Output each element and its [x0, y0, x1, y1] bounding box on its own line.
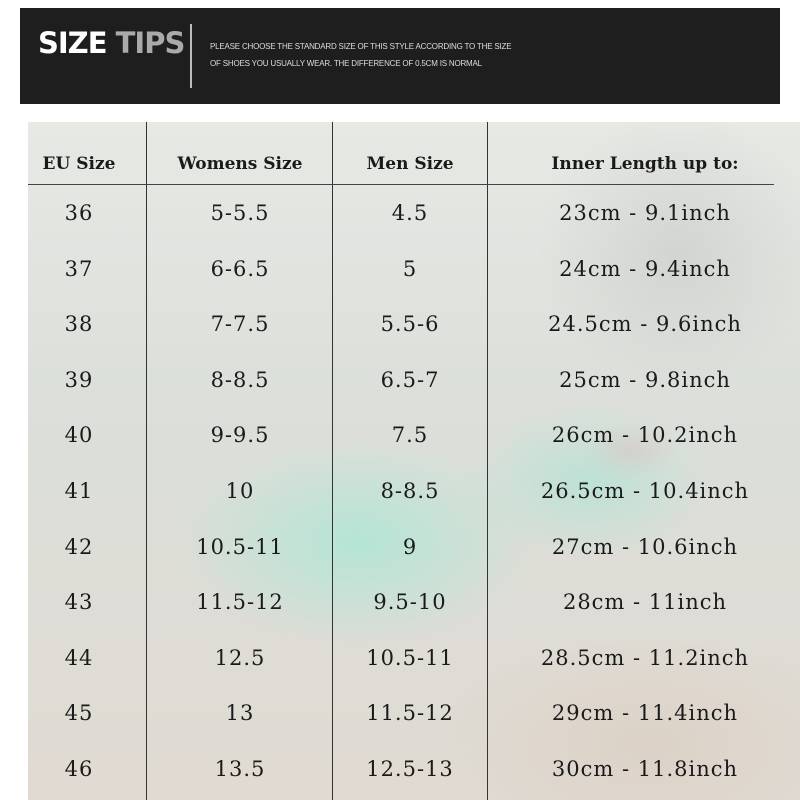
column-divider: [146, 122, 147, 800]
cell-men-size: 12.5-13: [366, 757, 454, 781]
cell-inner-length: 28.5cm - 11.2inch: [540, 645, 750, 670]
column-divider: [487, 122, 488, 800]
cell-inner-length: 24cm - 9.4inch: [559, 256, 731, 281]
header-divider: [28, 184, 774, 185]
cell-men-size: 11.5-12: [366, 701, 454, 726]
cell-eu-size: 40: [64, 423, 94, 448]
size-tips-text: PLEASE CHOOSE THE STANDARD SIZE OF THIS …: [210, 38, 512, 72]
column-divider: [332, 122, 333, 800]
cell-men-size: 9.5-10: [373, 590, 447, 615]
title-size: SIZE: [38, 26, 108, 60]
cell-womens-size: 11.5-12: [196, 590, 284, 615]
cell-womens-size: 12.5: [214, 645, 266, 670]
cell-womens-size: 9-9.5: [210, 423, 270, 448]
cell-men-size: 10.5-11: [366, 645, 454, 670]
cell-men-size: 7.5: [391, 423, 429, 448]
tips-line-2: OF SHOES YOU USUALLY WEAR. THE DIFFERENC…: [210, 59, 482, 68]
cell-eu-size: 39: [64, 367, 94, 392]
cell-men-size: 4.5: [391, 201, 429, 225]
cell-eu-size: 37: [64, 256, 94, 281]
header-womens-size: Womens Size: [177, 154, 303, 174]
cell-womens-size: 13: [225, 701, 255, 726]
header-eu-size: EU Size: [42, 154, 116, 174]
cell-inner-length: 27cm - 10.6inch: [551, 534, 739, 559]
cell-womens-size: 13.5: [214, 757, 266, 781]
cell-inner-length: 28cm - 11inch: [562, 590, 728, 615]
cell-men-size: 6.5-7: [380, 367, 440, 392]
header-inner-length: Inner Length up to:: [551, 154, 739, 174]
cell-inner-length: 30cm - 11.8inch: [551, 757, 739, 781]
cell-womens-size: 10: [225, 479, 255, 503]
cell-eu-size: 42: [64, 534, 94, 559]
cell-inner-length: 25cm - 9.8inch: [559, 367, 731, 392]
tips-line-1: PLEASE CHOOSE THE STANDARD SIZE OF THIS …: [210, 42, 512, 51]
cell-eu-size: 46: [64, 757, 94, 781]
cell-womens-size: 7-7.5: [210, 312, 270, 337]
banner-divider: [190, 24, 192, 88]
cell-eu-size: 45: [64, 701, 94, 726]
cell-womens-size: 10.5-11: [196, 534, 284, 559]
cell-inner-length: 26.5cm - 10.4inch: [540, 479, 750, 503]
cell-eu-size: 41: [64, 479, 94, 503]
cell-eu-size: 36: [64, 201, 94, 225]
header-men-size: Men Size: [366, 154, 454, 174]
cell-womens-size: 5-5.5: [210, 201, 270, 225]
cell-inner-length: 24.5cm - 9.6inch: [548, 312, 742, 337]
cell-eu-size: 43: [64, 590, 94, 615]
title-tips: TIPS: [115, 26, 186, 60]
cell-inner-length: 26cm - 10.2inch: [551, 423, 739, 448]
cell-men-size: 8-8.5: [380, 479, 440, 503]
cell-men-size: 5.5-6: [380, 312, 440, 337]
cell-womens-size: 8-8.5: [210, 367, 270, 392]
banner-title: SIZE TIPS: [38, 26, 186, 60]
shoe-background-photo: [28, 122, 800, 800]
cell-womens-size: 6-6.5: [210, 256, 270, 281]
cell-men-size: 5: [402, 256, 418, 281]
cell-inner-length: 23cm - 9.1inch: [559, 201, 731, 225]
cell-eu-size: 44: [64, 645, 94, 670]
cell-men-size: 9: [402, 534, 418, 559]
size-tips-banner: SIZE TIPS PLEASE CHOOSE THE STANDARD SIZ…: [20, 8, 780, 104]
cell-inner-length: 29cm - 11.4inch: [551, 701, 739, 726]
cell-eu-size: 38: [64, 312, 94, 337]
